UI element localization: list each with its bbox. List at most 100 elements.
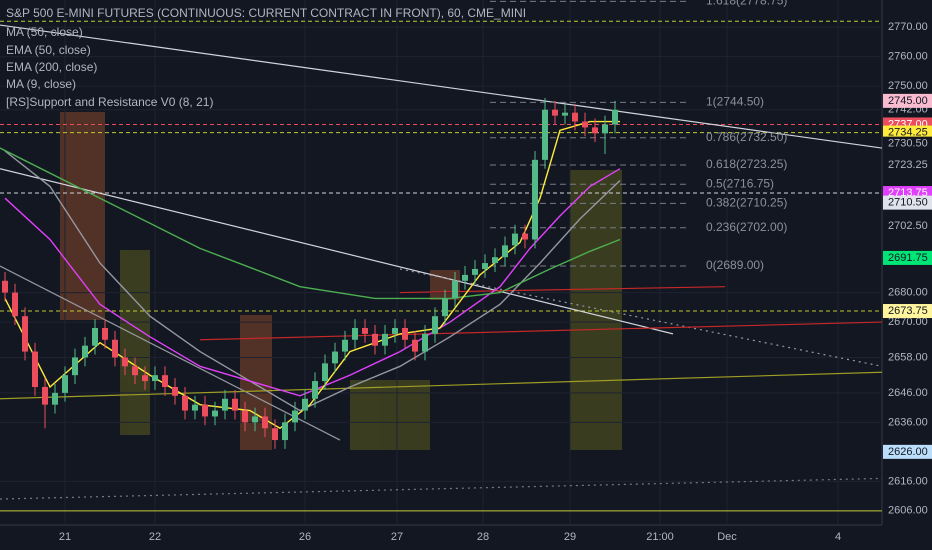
sr-zones — [60, 112, 622, 450]
candle-body — [152, 375, 158, 382]
candle-body — [582, 121, 588, 128]
fib-label: 0.786(2732.50) — [706, 130, 787, 144]
candle-body — [12, 292, 18, 317]
candle-body — [462, 274, 468, 281]
candle-body — [232, 398, 238, 411]
candle-body — [242, 410, 248, 423]
candle-body — [352, 327, 358, 340]
candle-body — [602, 124, 608, 134]
candle-body — [192, 404, 198, 411]
trendline — [0, 168, 674, 335]
legend-entry: [RS]Support and Resistance V0 (8, 21) — [6, 95, 213, 109]
candle-body — [432, 316, 438, 334]
fib-label: 1(2744.50) — [706, 95, 764, 109]
candle-body — [482, 263, 488, 269]
candle-body — [422, 333, 428, 352]
legend-entry: MA (50, close) — [6, 25, 83, 39]
candle-body — [32, 351, 38, 387]
fib-label: 1.618(2778.75) — [706, 0, 787, 7]
candle-body — [502, 245, 508, 258]
chart-title: S&P 500 E-MINI FUTURES (CONTINUOUS: CURR… — [6, 6, 526, 20]
x-tick-label: 21 — [59, 531, 71, 543]
price-tag — [883, 195, 932, 210]
fib-label: 0.236(2702.00) — [706, 220, 787, 234]
candle-body — [322, 363, 328, 382]
indicator-line — [4, 168, 621, 397]
candle-body — [292, 410, 298, 423]
price-tag-label: 2710.50 — [888, 197, 928, 209]
y-tick-label: 2680.00 — [888, 286, 928, 298]
fib-label: 0(2689.00) — [706, 258, 764, 272]
x-tick-label: 26 — [299, 531, 311, 543]
price-tag — [883, 219, 932, 234]
price-tag — [883, 93, 932, 108]
candle-body — [312, 381, 318, 399]
candle-body — [62, 375, 68, 393]
price-tag-label: 2734.25 — [888, 126, 928, 138]
candle-body — [302, 398, 308, 411]
sr-zone — [350, 380, 430, 450]
price-tag-label: 2702.50 — [888, 220, 928, 232]
candle-body — [2, 280, 8, 293]
y-tick-label: 2616.00 — [888, 475, 928, 487]
candle-body — [172, 386, 178, 396]
price-tag — [883, 125, 932, 140]
candle-body — [412, 339, 418, 352]
candle-body — [272, 428, 278, 441]
y-tick-label: 2750.00 — [888, 80, 928, 92]
y-tick-label: 2670.00 — [888, 316, 928, 328]
candle-body — [122, 357, 128, 367]
candle-body — [132, 366, 138, 376]
candle-body — [162, 375, 168, 387]
candle-body — [202, 404, 208, 417]
candle-body — [142, 375, 148, 382]
x-tick-label: 21:00 — [646, 531, 674, 543]
indicator-line — [4, 120, 620, 430]
candle-body — [512, 233, 518, 246]
trendline — [0, 371, 882, 400]
x-tick-label: 29 — [564, 531, 576, 543]
candle-body — [42, 386, 48, 405]
candle-body — [252, 416, 258, 423]
candle-body — [402, 327, 408, 340]
candle-body — [182, 395, 188, 411]
candle-body — [22, 316, 28, 352]
price-tag — [883, 304, 932, 319]
candle-body — [222, 398, 228, 411]
candle-body — [102, 327, 108, 340]
price-tag — [883, 158, 932, 173]
trendline — [199, 321, 882, 341]
x-tick-label: 4 — [835, 531, 841, 543]
candle-body — [572, 112, 578, 122]
price-tag-label: 2723.25 — [888, 159, 928, 171]
x-tick-label: Dec — [717, 531, 737, 543]
x-tick-label: 28 — [477, 531, 489, 543]
price-tag-label: 2626.00 — [888, 446, 928, 458]
candle-body — [82, 345, 88, 358]
y-tick-label: 2646.00 — [888, 387, 928, 399]
candle-body — [472, 268, 478, 275]
fib-label: 0.382(2710.25) — [706, 196, 787, 210]
price-tag-label: 2673.75 — [888, 305, 928, 317]
x-tick-label: 27 — [391, 531, 403, 543]
y-tick-label: 2636.00 — [888, 416, 928, 428]
price-tag-label: 2691.75 — [888, 252, 928, 264]
candle-body — [362, 327, 368, 334]
candle-body — [342, 339, 348, 352]
sr-zone — [120, 250, 150, 435]
price-tag — [883, 250, 932, 265]
legend-entry: EMA (200, close) — [6, 60, 97, 74]
y-tick-label: 2658.00 — [888, 351, 928, 363]
indicator-line — [4, 150, 621, 412]
y-tick-label: 2606.00 — [888, 505, 928, 517]
y-tick-label: 2760.00 — [888, 51, 928, 63]
candle-body — [612, 109, 618, 125]
candle-body — [542, 109, 548, 160]
trendline — [399, 268, 882, 367]
candle-body — [382, 333, 388, 346]
candle-body — [452, 280, 458, 299]
candle-body — [522, 233, 528, 240]
candle-body — [332, 351, 338, 364]
candle-body — [562, 112, 568, 116]
plot: 1.618(2778.75) 1(2744.50) 0.786(2732.50) 0.… — [0, 0, 882, 525]
